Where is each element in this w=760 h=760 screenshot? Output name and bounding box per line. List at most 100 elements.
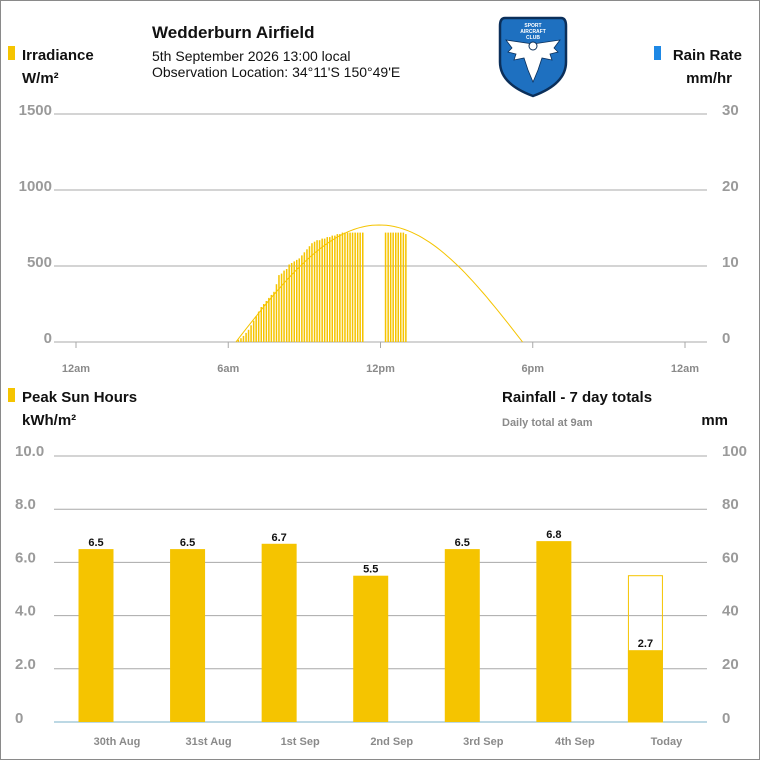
irradiance-bar — [389, 232, 392, 342]
peak-sun-hours-value-label: 2.7 — [638, 638, 653, 650]
svg-text:SPORT: SPORT — [524, 23, 541, 29]
irradiance-bar — [257, 311, 260, 342]
observation-datetime: 5th September 2026 13:00 local — [152, 48, 350, 64]
irradiance-bar — [263, 304, 265, 342]
day-category-label: 1st Sep — [281, 736, 320, 748]
irradiance-bar — [313, 241, 316, 342]
peak-sun-hours-tick-label: 0 — [15, 710, 23, 727]
irradiance-bar — [392, 232, 394, 342]
day-category-label: 2nd Sep — [370, 736, 413, 748]
irradiance-tick-label: 1500 — [19, 102, 52, 119]
irradiance-axis-unit: W/m² — [22, 70, 59, 87]
peak-sun-hours-value-label: 6.7 — [271, 532, 286, 544]
irradiance-bar — [351, 232, 354, 342]
rain-rate-legend-swatch — [654, 46, 661, 60]
irradiance-bar — [321, 238, 323, 342]
irradiance-tick-label: 0 — [44, 330, 52, 347]
irradiance-bar — [275, 284, 278, 342]
day-category-label: 3rd Sep — [463, 736, 504, 748]
rainfall-tick-label: 20 — [722, 656, 739, 673]
day-category-label: 31st Aug — [186, 736, 232, 748]
irradiance-bar — [331, 235, 334, 342]
irradiance-bar — [316, 240, 318, 342]
svg-text:AIRCRAFT: AIRCRAFT — [520, 29, 546, 35]
irradiance-bar — [346, 232, 349, 342]
irradiance-bar — [339, 234, 341, 342]
irradiance-bar — [250, 325, 252, 342]
rainfall-note: Daily total at 9am — [502, 417, 593, 429]
irradiance-bar — [260, 307, 263, 342]
rainfall-axis-title: Rainfall - 7 day totals — [502, 389, 652, 406]
irradiance-bar — [242, 335, 245, 342]
irradiance-bar — [336, 234, 339, 342]
irradiance-bar — [400, 232, 402, 342]
irradiance-bar — [384, 232, 387, 342]
rain-rate-axis-unit: mm/hr — [686, 70, 732, 87]
irradiance-bar — [245, 332, 247, 342]
irradiance-bar — [237, 339, 240, 342]
irradiance-bar — [247, 329, 250, 342]
peak-sun-hours-tick-label: 10.0 — [15, 443, 44, 460]
peak-sun-hours-tick-label: 8.0 — [15, 496, 36, 513]
irradiance-bar — [290, 263, 293, 342]
peak-sun-hours-bar — [261, 543, 297, 722]
irradiance-bar — [334, 235, 336, 342]
irradiance-bar — [329, 237, 331, 342]
time-axis-label: 12am — [62, 363, 90, 375]
observation-location: Observation Location: 34°11'S 150°49'E — [152, 64, 400, 80]
irradiance-chart: 0 0 500 10 1000 20 1500 30 12am 6am 12pm 6pm 12am — [19, 102, 739, 375]
rainfall-tick-label: 80 — [722, 496, 739, 513]
svg-text:CLUB: CLUB — [526, 35, 540, 41]
peak-sun-hours-axis-unit: kWh/m² — [22, 412, 76, 429]
peak-sun-hours-value-label: 5.5 — [363, 564, 378, 576]
irradiance-bar — [311, 243, 313, 342]
irradiance-bar — [303, 252, 306, 342]
peak-sun-hours-axis-title: Peak Sun Hours — [22, 389, 137, 406]
irradiance-bar — [270, 294, 273, 342]
irradiance-bar — [285, 269, 288, 342]
irradiance-bar — [405, 234, 407, 342]
rain-rate-tick-label: 20 — [722, 178, 739, 195]
irradiance-bar — [280, 273, 283, 342]
irradiance-bar — [397, 232, 400, 342]
irradiance-bar — [240, 338, 242, 342]
rain-rate-tick-label: 0 — [722, 330, 730, 347]
rain-rate-tick-label: 30 — [722, 102, 739, 119]
day-category-label: 30th Aug — [94, 736, 141, 748]
irradiance-bar — [354, 232, 356, 342]
peak-sun-hours-bar — [536, 541, 572, 722]
peak-sun-hours-bar — [78, 549, 114, 722]
peak-sun-hours-tick-label: 6.0 — [15, 549, 36, 566]
peak-sun-hours-bar — [444, 549, 480, 722]
rainfall-tick-label: 100 — [722, 443, 747, 460]
irradiance-bar — [306, 249, 308, 342]
irradiance-bar — [387, 232, 389, 342]
rain-rate-axis-title: Rain Rate — [673, 47, 742, 64]
peak-sun-hours-value-label: 6.5 — [88, 537, 103, 549]
irradiance-legend-swatch — [8, 46, 15, 60]
irradiance-axis-title: Irradiance — [22, 47, 94, 64]
peak-sun-hours-legend-swatch — [8, 388, 15, 402]
irradiance-bar — [293, 261, 296, 342]
time-axis-label: 12pm — [366, 363, 395, 375]
page-title: Wedderburn Airfield — [152, 23, 314, 42]
irradiance-bar — [298, 258, 301, 342]
irradiance-bar — [326, 237, 329, 342]
peak-sun-hours-tick-label: 2.0 — [15, 656, 36, 673]
peak-sun-hours-value-label: 6.8 — [546, 529, 561, 541]
rainfall-tick-label: 60 — [722, 549, 739, 566]
irradiance-bar — [341, 232, 344, 342]
peak-sun-hours-bar — [353, 575, 389, 722]
time-axis-label: 6am — [217, 363, 239, 375]
irradiance-tick-label: 500 — [27, 254, 52, 271]
irradiance-bar — [402, 232, 405, 342]
irradiance-bar — [283, 270, 285, 342]
irradiance-bar — [344, 232, 346, 342]
irradiance-bar — [288, 264, 290, 342]
rainfall-tick-label: 0 — [722, 710, 730, 727]
rain-rate-tick-label: 10 — [722, 254, 739, 271]
peak-sun-hours-tick-label: 4.0 — [15, 603, 36, 620]
peak-sun-hours-value-label: 6.5 — [180, 537, 195, 549]
irradiance-bar — [323, 238, 326, 342]
peak-sun-hours-bar — [170, 549, 206, 722]
